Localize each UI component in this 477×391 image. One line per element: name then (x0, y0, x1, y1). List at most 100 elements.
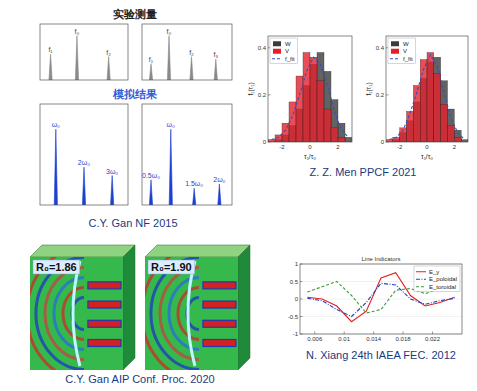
x-tick-label: 0 (308, 144, 312, 150)
x-tick (399, 140, 400, 143)
y-tick (300, 299, 303, 300)
heading: 模拟结果 (112, 88, 158, 100)
hist-bar (324, 109, 331, 142)
legend-box (388, 38, 416, 64)
x-tick (432, 332, 433, 335)
legend-text: f_fit (403, 56, 413, 62)
cutoff-layer (188, 261, 195, 366)
antenna (88, 301, 121, 308)
histogram-panel: -20200.20.4τ₁/τ₀f₁(τ₁)WVf_fit (365, 36, 468, 160)
legend-swatch (391, 41, 399, 46)
peak (54, 129, 57, 205)
y-tick (300, 316, 303, 317)
grid-line (300, 316, 462, 317)
histogram-panel: -20200.20.4τ₁/τ₀f₁(τ₁)WVf_fit (247, 36, 352, 160)
y-tick (386, 142, 389, 143)
y-tick (300, 281, 303, 282)
y-tick-label: 0.2 (376, 92, 385, 98)
chart-title: Line Indicators (361, 256, 400, 262)
x-tick-label: 0.01 (338, 336, 350, 342)
legend-text: E_y (429, 269, 439, 275)
plasma-edge (84, 257, 123, 370)
peak-label: 0.5ω₀ (142, 172, 160, 179)
hist-bar (454, 137, 461, 142)
x-tick-label: 0.006 (307, 336, 323, 342)
box-side (238, 245, 250, 370)
hist-bar (324, 71, 331, 142)
peak (107, 57, 110, 80)
peak (149, 180, 152, 205)
x-tick-label: 0.022 (425, 336, 441, 342)
marks (49, 36, 110, 80)
plot-frame (40, 104, 128, 205)
peak-label: f₂ (106, 49, 111, 56)
plot-bg (142, 104, 232, 205)
legend: WVf_fit (388, 38, 416, 64)
caption: Z. Z. Men PPCF 2021 (310, 166, 417, 178)
x-tick-label: 2 (453, 144, 457, 150)
box-top (145, 245, 250, 257)
sim-label: R₀=1.90 (151, 261, 192, 273)
x-tick (403, 332, 404, 335)
fit-line (272, 57, 349, 139)
hist-bar (338, 137, 345, 142)
hist-bar (275, 135, 282, 142)
plot-frame (300, 264, 462, 334)
peak-label: 2ω₀ (78, 159, 90, 166)
x-axis-title: τ₁/τ₀ (304, 153, 316, 160)
figure: f₁f₀f₂f₁f₀f₂f₃ω₀2ω₀3ω₀0.5ω₀ω₀1.5ω₀2ω₀-20… (0, 0, 477, 391)
hist-bar (317, 81, 324, 142)
spectrum-panel: f₁f₀f₂ (40, 24, 128, 80)
sim-label: R₀=1.86 (36, 261, 77, 273)
x-tick (427, 140, 428, 143)
peak-label: 1.5ω₀ (185, 180, 203, 187)
spectrum-panel: ω₀2ω₀3ω₀ (40, 104, 128, 205)
x-tick-label: 0 (425, 144, 429, 150)
x-tick (310, 140, 311, 143)
peak-label: f₁ (48, 46, 53, 53)
y-tick-label: -1 (293, 331, 299, 337)
legend-text: W (403, 41, 409, 47)
x-tick-label: 0.018 (396, 336, 412, 342)
peak-label: f₂ (189, 49, 194, 56)
legend-swatch (416, 271, 426, 272)
plot-frame (142, 24, 232, 80)
legend-text: E_toroidal (429, 284, 456, 290)
hist-bar (441, 104, 448, 142)
peak-label: f₁ (149, 56, 154, 63)
hist-bar (454, 130, 461, 142)
cutoff-layer (73, 261, 80, 366)
peak (82, 167, 85, 205)
plot-frame (386, 36, 468, 142)
peak (75, 36, 78, 80)
legend-swatch (273, 49, 281, 54)
plot-bg (142, 24, 232, 80)
y-tick-label: 0.5 (290, 279, 299, 285)
legend-box (414, 266, 460, 292)
hist-bar (386, 140, 393, 142)
hist-bar (427, 52, 434, 142)
peak-label: ω₀ (52, 121, 60, 128)
y-tick-label: 0.4 (258, 45, 267, 51)
y-tick-label: 1 (295, 261, 299, 267)
hist-bar (434, 57, 441, 142)
x-axis-title: τ₁/τ₀ (421, 153, 433, 160)
y-tick (386, 94, 389, 95)
y-axis-title: f₁(τ₁) (247, 82, 255, 95)
antenna (88, 339, 121, 346)
line-panel: 0.0060.010.0140.0180.022-1-0.500.51Line … (288, 256, 462, 342)
legend-swatch (391, 49, 399, 54)
plot-bg (40, 24, 128, 80)
legend: WVf_fit (270, 38, 298, 64)
hist-bar (393, 137, 400, 142)
plot-frame (268, 36, 352, 142)
wave-field (145, 257, 238, 370)
y-tick (268, 142, 271, 143)
hist-bar (345, 137, 352, 142)
legend-text: W (285, 41, 291, 47)
plot-bg (40, 104, 128, 205)
hist-bar (331, 128, 338, 142)
x-tick (338, 140, 339, 143)
antenna (88, 320, 121, 327)
legend-swatch (390, 58, 400, 59)
